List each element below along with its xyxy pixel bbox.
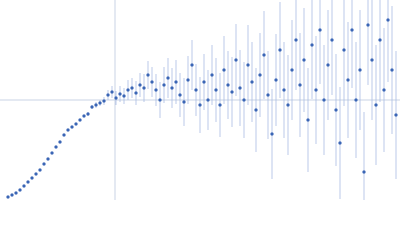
data-point [126,88,130,92]
data-point [194,88,198,92]
data-point [66,128,70,132]
data-point [386,18,390,22]
data-point [394,113,398,117]
data-point [294,38,298,42]
data-point [326,63,330,67]
data-point [254,108,258,112]
data-point [170,86,174,90]
data-point [274,78,278,82]
data-point [58,140,62,144]
data-point [382,88,386,92]
data-point [22,184,26,188]
data-point [114,96,118,100]
data-point [82,114,86,118]
data-point [166,76,170,80]
data-point [182,100,186,104]
data-point [334,108,338,112]
data-point [50,151,54,155]
data-point [186,78,190,82]
data-point [338,141,342,145]
data-point [150,80,154,84]
data-point [310,43,314,47]
chart [0,0,400,200]
data-point [298,83,302,87]
data-point [214,88,218,92]
data-point [142,86,146,90]
data-point [18,188,22,192]
data-point [318,28,322,32]
data-point [94,103,98,107]
data-point [70,125,74,129]
data-point [130,86,134,90]
data-point [362,170,366,174]
data-point [206,98,210,102]
data-point [162,83,166,87]
data-point [270,132,274,136]
data-point [342,48,346,52]
data-point [222,68,226,72]
data-point [102,99,106,103]
data-point [178,93,182,97]
data-point [158,98,162,102]
data-point [346,78,350,82]
data-point [282,88,286,92]
data-point [30,176,34,180]
data-point [314,88,318,92]
data-point [74,122,78,126]
data-point [86,112,90,116]
data-point [134,91,138,95]
data-point [246,63,250,67]
data-point [290,68,294,72]
data-point [230,90,234,94]
data-point [226,83,230,87]
data-point [330,38,334,42]
data-point [202,80,206,84]
data-point [218,103,222,107]
data-point [110,90,114,94]
data-point [190,63,194,67]
data-point [390,68,394,72]
data-point [354,98,358,102]
data-point [26,180,30,184]
data-point [234,58,238,62]
data-point [106,93,110,97]
data-point [358,68,362,72]
data-point [366,23,370,27]
data-point [198,103,202,107]
data-point [250,80,254,84]
data-point [34,172,38,176]
data-point [6,195,10,199]
data-point [374,103,378,107]
data-point [154,88,158,92]
data-point [38,168,42,172]
data-point [14,191,18,195]
data-point [242,98,246,102]
data-point [266,93,270,97]
data-point [322,98,326,102]
data-point [118,92,122,96]
data-point [174,80,178,84]
data-point [278,48,282,52]
data-point [350,28,354,32]
data-point [262,53,266,57]
data-point [146,73,150,77]
data-point [122,94,126,98]
data-point [98,101,102,105]
data-point [90,105,94,109]
data-point [42,162,46,166]
data-point [286,103,290,107]
data-point [210,73,214,77]
data-point [370,58,374,62]
data-point [238,86,242,90]
data-point [378,38,382,42]
data-point [54,145,58,149]
data-point [302,58,306,62]
data-point [10,193,14,197]
data-point [62,133,66,137]
data-point [138,83,142,87]
data-point [78,118,82,122]
data-point [306,118,310,122]
data-point [258,73,262,77]
data-point [46,157,50,161]
